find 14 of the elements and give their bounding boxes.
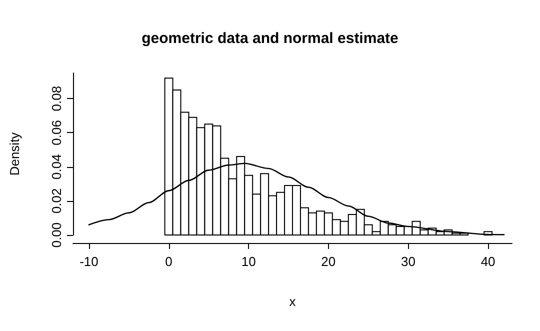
x-tick-label: 30 bbox=[401, 254, 416, 269]
x-tick-label: 20 bbox=[321, 254, 336, 269]
y-tick-label: 0.04 bbox=[49, 154, 64, 180]
x-tick-label: 10 bbox=[241, 254, 256, 269]
x-axis-title: x bbox=[289, 294, 296, 309]
y-tick-label: 0.06 bbox=[49, 120, 64, 146]
x-tick-label: -10 bbox=[80, 254, 98, 269]
x-tick-label: 0 bbox=[165, 254, 172, 269]
y-tick-label: 0.08 bbox=[49, 86, 64, 112]
y-axis-title: Density bbox=[7, 132, 22, 176]
x-tick-label: 40 bbox=[480, 254, 496, 269]
chart-title: geometric data and normal estimate bbox=[142, 30, 398, 47]
y-tick-label: 0.02 bbox=[49, 188, 64, 214]
y-tick-label: 0.00 bbox=[49, 222, 64, 248]
